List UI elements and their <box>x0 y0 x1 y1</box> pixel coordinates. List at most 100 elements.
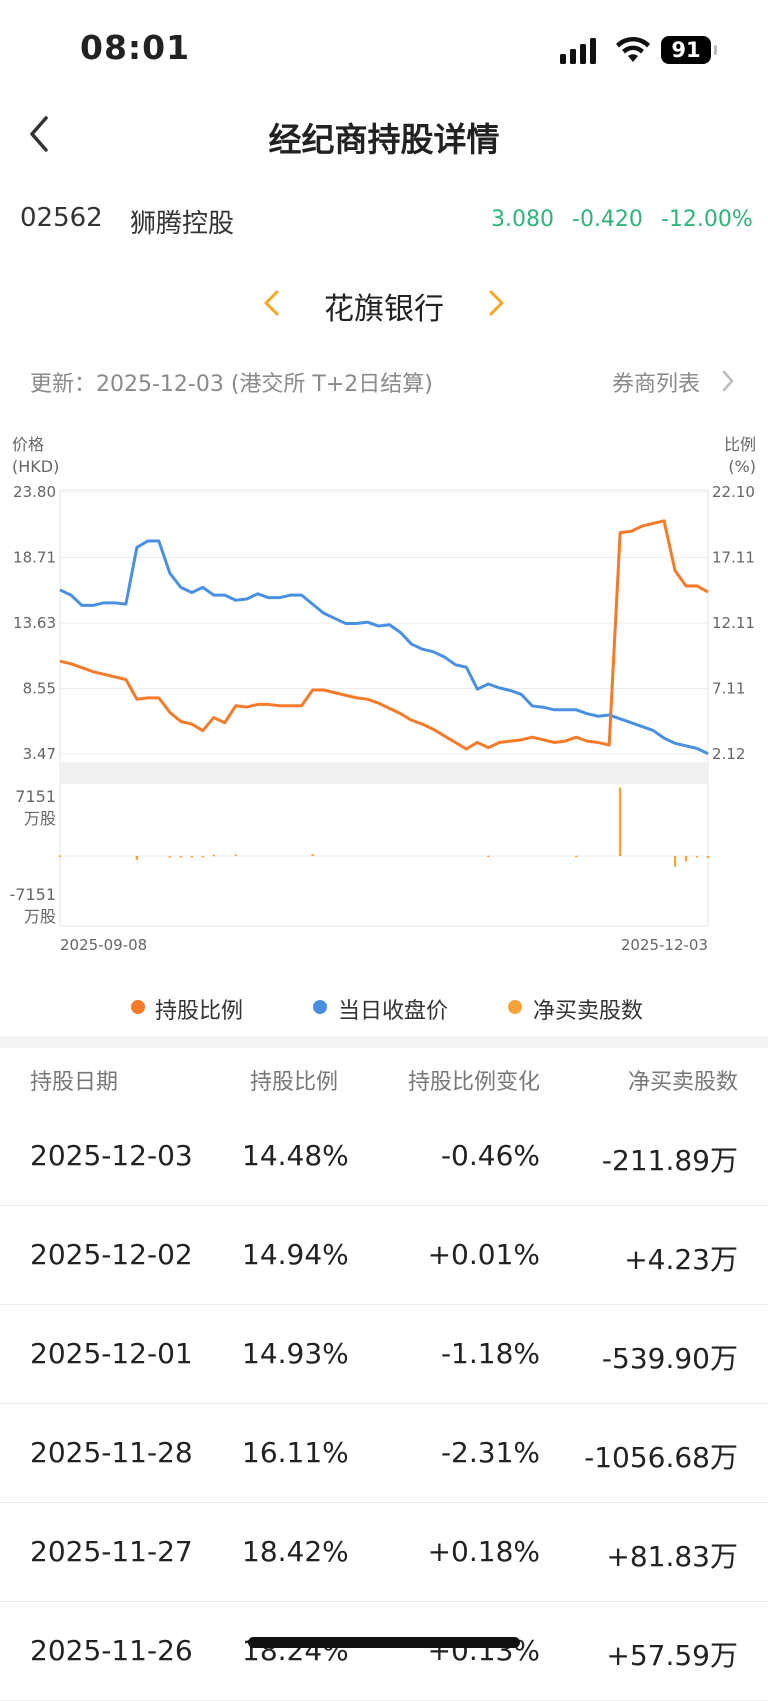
net-bar <box>58 855 62 857</box>
cell-net: -539.90万 <box>601 1342 738 1375</box>
cell-date: 2025-11-27 <box>30 1535 193 1568</box>
net-bar <box>168 856 172 858</box>
cell-ratio: 18.42% <box>242 1535 349 1568</box>
next-broker-icon[interactable] <box>484 288 508 318</box>
net-bar <box>190 856 193 858</box>
ratio-axis-title-line1: 比例 <box>723 435 756 454</box>
net-bar <box>179 856 183 858</box>
wifi-icon <box>616 36 650 62</box>
stock-code: 02562 <box>20 203 103 233</box>
price-tick-label: 3.47 <box>23 745 56 763</box>
price-axis-title-line2: (HKD) <box>12 457 60 476</box>
table-row[interactable]: 2025-11-27 18.42% +0.18% +81.83万 <box>0 1503 768 1602</box>
chart-frame <box>59 489 709 927</box>
table-row[interactable]: 2025-12-03 14.48% -0.46% -211.89万 <box>0 1107 768 1206</box>
price-axis-title: 价格 (HKD) <box>12 434 59 478</box>
cell-net: +81.83万 <box>606 1540 738 1573</box>
home-indicator[interactable] <box>248 1637 520 1648</box>
legend-ratio-dot <box>131 1000 145 1014</box>
ratio-line <box>59 519 709 751</box>
status-time: 08:01 <box>80 28 191 67</box>
net-bar <box>212 854 215 857</box>
battery-icon: 91 <box>661 36 717 64</box>
cell-date: 2025-12-02 <box>30 1238 193 1271</box>
net-bar <box>487 855 490 858</box>
stock-price: 3.080 <box>491 207 554 232</box>
ratio-axis-title: 比例 (%) <box>724 434 756 478</box>
update-info: 更新：2025-12-03 (港交所 T+2日结算) <box>30 372 433 397</box>
legend-price-dot <box>313 1000 327 1014</box>
cell-ratio-change: -0.46% <box>440 1139 540 1172</box>
legend-net-dot <box>508 1000 522 1014</box>
broker-list-link[interactable]: 券商列表 <box>612 372 701 397</box>
cell-ratio: 14.93% <box>242 1337 349 1370</box>
cell-ratio: 14.94% <box>242 1238 349 1271</box>
volume-top-value: 7151 <box>15 787 56 806</box>
volume-top-unit: 万股 <box>23 809 56 828</box>
stock-change-pct: -12.00% <box>661 207 753 232</box>
broker-name: 花旗银行 <box>324 292 444 327</box>
price-tick-label: 8.55 <box>23 680 56 698</box>
legend-price: 当日收盘价 <box>338 999 449 1024</box>
volume-bottom-value: -7151 <box>9 885 57 904</box>
net-bar <box>201 856 204 858</box>
net-bar <box>575 855 578 858</box>
table-row[interactable]: 2025-12-01 14.93% -1.18% -539.90万 <box>0 1305 768 1404</box>
th-date: 持股日期 <box>30 1070 119 1095</box>
cell-ratio-change: +0.01% <box>427 1238 540 1271</box>
net-bar <box>311 854 314 856</box>
previous-broker-icon[interactable] <box>260 288 284 318</box>
cell-ratio-change: +0.18% <box>427 1535 540 1568</box>
net-bar <box>618 787 622 856</box>
holding-chart[interactable]: 23.80 22.10 18.71 17.11 13.63 12.11 8.55 7.11 3.… <box>0 480 768 960</box>
th-ratio: 持股比例 <box>250 1070 339 1095</box>
cell-date: 2025-11-26 <box>30 1634 193 1667</box>
cell-date: 2025-11-28 <box>30 1436 193 1469</box>
section-divider <box>0 1036 768 1048</box>
back-arrow-icon[interactable] <box>22 110 62 158</box>
cell-net: -1056.68万 <box>584 1441 738 1474</box>
net-bar <box>706 856 710 859</box>
net-bar <box>684 856 688 862</box>
status-bar: 08:01 91 <box>0 0 768 100</box>
ratio-tick-label: 12.11 <box>712 614 755 632</box>
x-start-label: 2025-09-08 <box>60 936 147 954</box>
net-bar <box>695 855 699 858</box>
page-title: 经纪商持股详情 <box>268 120 500 159</box>
price-axis-title-line1: 价格 <box>12 435 45 454</box>
stock-name: 狮腾控股 <box>130 209 235 239</box>
ratio-tick-label: 17.11 <box>712 549 755 567</box>
cell-net: +57.59万 <box>606 1639 738 1672</box>
cell-net: -211.89万 <box>601 1144 738 1177</box>
net-bar <box>234 854 237 856</box>
ratio-axis-title-line2: (%) <box>728 457 756 476</box>
cell-date: 2025-12-03 <box>30 1139 193 1172</box>
price-line <box>59 539 709 755</box>
cell-ratio: 16.11% <box>242 1436 349 1469</box>
ratio-tick-label: 2.12 <box>712 745 745 763</box>
cellular-signal-icon <box>560 38 596 64</box>
x-end-label: 2025-12-03 <box>621 936 708 954</box>
volume-bottom-unit: 万股 <box>23 907 56 926</box>
table-row[interactable]: 2025-11-28 16.11% -2.31% -1056.68万 <box>0 1404 768 1503</box>
cell-net: +4.23万 <box>624 1243 738 1276</box>
th-net: 净买卖股数 <box>627 1070 738 1095</box>
legend-ratio: 持股比例 <box>155 999 244 1024</box>
cell-date: 2025-12-01 <box>30 1337 193 1370</box>
volume-axis-top-label: 7151 万股 <box>10 786 56 830</box>
table-row[interactable]: 2025-11-26 18.24% +0.13% +57.59万 <box>0 1602 768 1701</box>
price-tick-label: 23.80 <box>13 483 56 501</box>
net-bar <box>673 856 677 867</box>
ratio-tick-label: 7.11 <box>712 680 745 698</box>
cell-ratio: 14.48% <box>242 1139 349 1172</box>
price-tick-label: 13.63 <box>13 614 56 632</box>
chevron-right-icon[interactable] <box>720 368 736 394</box>
cell-ratio-change: -2.31% <box>440 1436 540 1469</box>
legend-net: 净买卖股数 <box>533 999 644 1024</box>
table-row[interactable]: 2025-12-02 14.94% +0.01% +4.23万 <box>0 1206 768 1305</box>
net-bar <box>135 856 139 861</box>
chart-band <box>60 762 708 784</box>
price-tick-label: 18.71 <box>13 549 56 567</box>
volume-axis-bottom-label: -7151 万股 <box>4 884 57 928</box>
th-ratio-change: 持股比例变化 <box>407 1070 540 1095</box>
